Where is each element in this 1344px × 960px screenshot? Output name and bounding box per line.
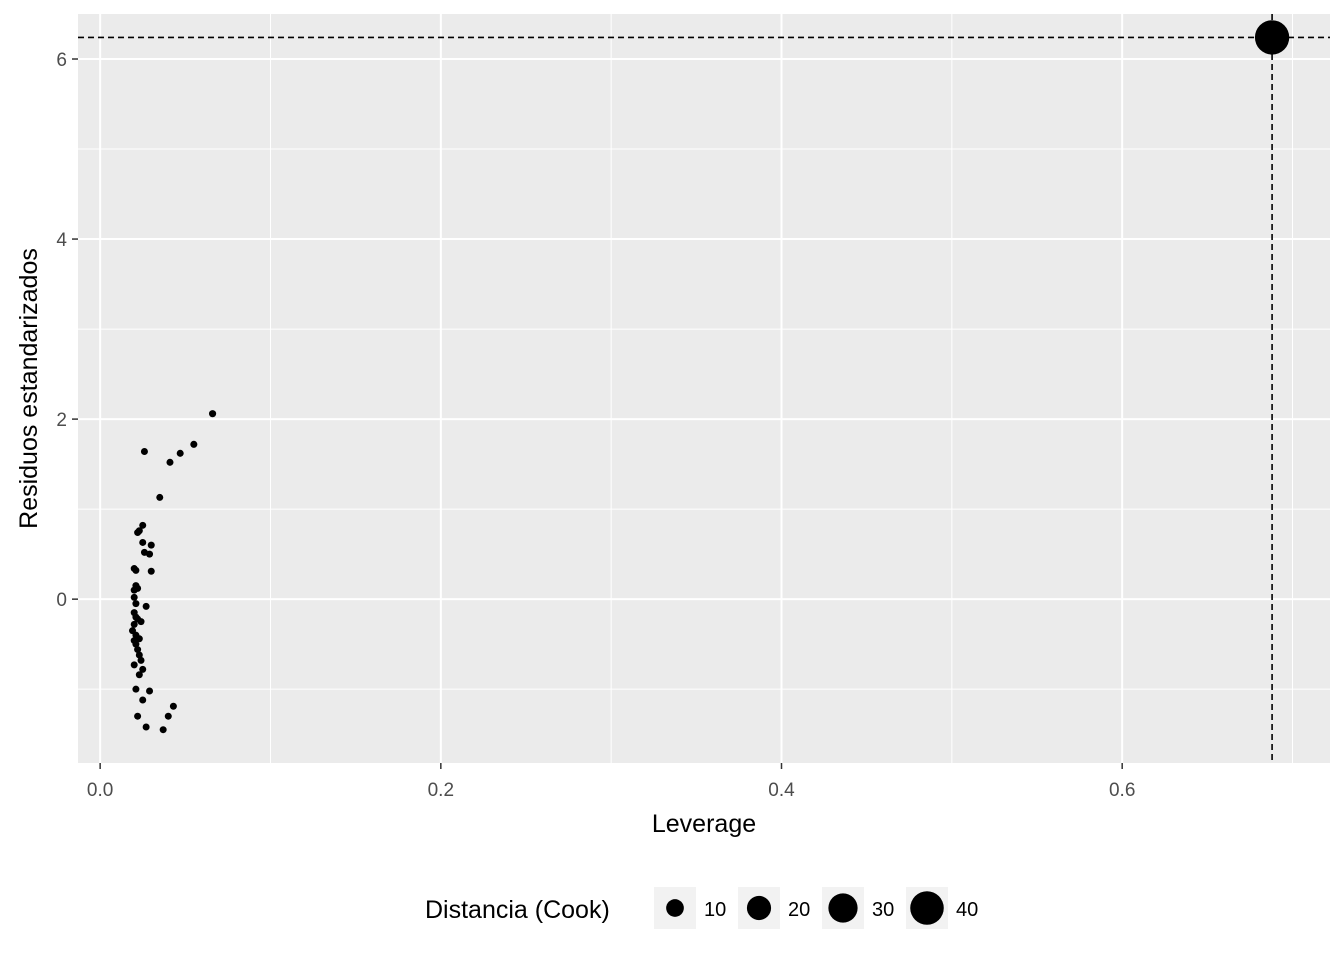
legend-key-dot	[746, 895, 772, 921]
legend-items: 10 20 30 40	[654, 887, 978, 929]
data-point	[130, 586, 138, 594]
x-axis-ticks: 0.0 0.2 0.4 0.6	[87, 763, 1135, 801]
data-point	[139, 521, 147, 529]
data-point	[146, 687, 154, 695]
data-point	[142, 602, 150, 610]
data-point	[137, 656, 145, 664]
data-point	[139, 538, 147, 546]
data-point	[208, 410, 217, 418]
data-point	[132, 685, 140, 693]
legend-key-dot	[666, 899, 684, 917]
legend-label: 20	[788, 899, 810, 921]
data-point	[166, 458, 174, 466]
data-point	[176, 449, 184, 457]
x-tick-label: 0.0	[87, 780, 113, 801]
data-point	[130, 593, 138, 601]
data-point	[169, 702, 177, 710]
legend-label: 10	[704, 899, 726, 921]
legend: Distancia (Cook) 10 20 30 40	[425, 887, 978, 929]
data-point	[130, 620, 138, 628]
y-tick-label: 0	[56, 590, 67, 611]
data-point	[130, 661, 138, 669]
data-point	[139, 665, 147, 673]
legend-key-dot	[910, 891, 944, 925]
data-point	[1254, 20, 1290, 55]
data-point	[147, 541, 155, 549]
data-point	[132, 600, 140, 608]
data-point	[134, 712, 142, 720]
x-tick-label: 0.2	[428, 780, 454, 801]
x-tick-label: 0.4	[768, 780, 795, 801]
data-point	[134, 529, 142, 537]
data-point	[137, 618, 145, 626]
data-points	[129, 20, 1290, 734]
reference-lines	[78, 14, 1330, 763]
y-axis-title: Residuos estandarizados	[15, 248, 43, 529]
y-tick-label: 2	[56, 410, 67, 431]
data-point	[132, 640, 140, 648]
y-tick-label: 4	[56, 230, 67, 251]
data-point	[156, 493, 164, 501]
data-point	[142, 723, 150, 731]
data-point	[135, 671, 143, 679]
data-point	[139, 696, 147, 704]
grid-major-lines	[78, 14, 1330, 763]
data-point	[159, 726, 167, 734]
legend-label: 40	[956, 899, 978, 921]
x-axis-title: Leverage	[652, 810, 756, 838]
legend-title: Distancia (Cook)	[425, 896, 610, 924]
legend-key-dot	[828, 893, 858, 923]
data-point	[146, 550, 154, 558]
grid-minor-lines	[78, 14, 1330, 763]
data-point	[135, 651, 143, 659]
data-point	[134, 646, 142, 654]
y-axis-ticks: 0 2 4 6	[56, 50, 78, 611]
legend-label: 30	[872, 899, 894, 921]
data-point	[164, 712, 172, 720]
x-tick-label: 0.6	[1109, 780, 1135, 801]
data-point	[147, 567, 155, 575]
data-point	[190, 440, 198, 448]
plot-panel	[78, 14, 1330, 763]
data-point	[140, 448, 148, 456]
data-point	[132, 566, 140, 574]
y-tick-label: 6	[56, 50, 67, 71]
